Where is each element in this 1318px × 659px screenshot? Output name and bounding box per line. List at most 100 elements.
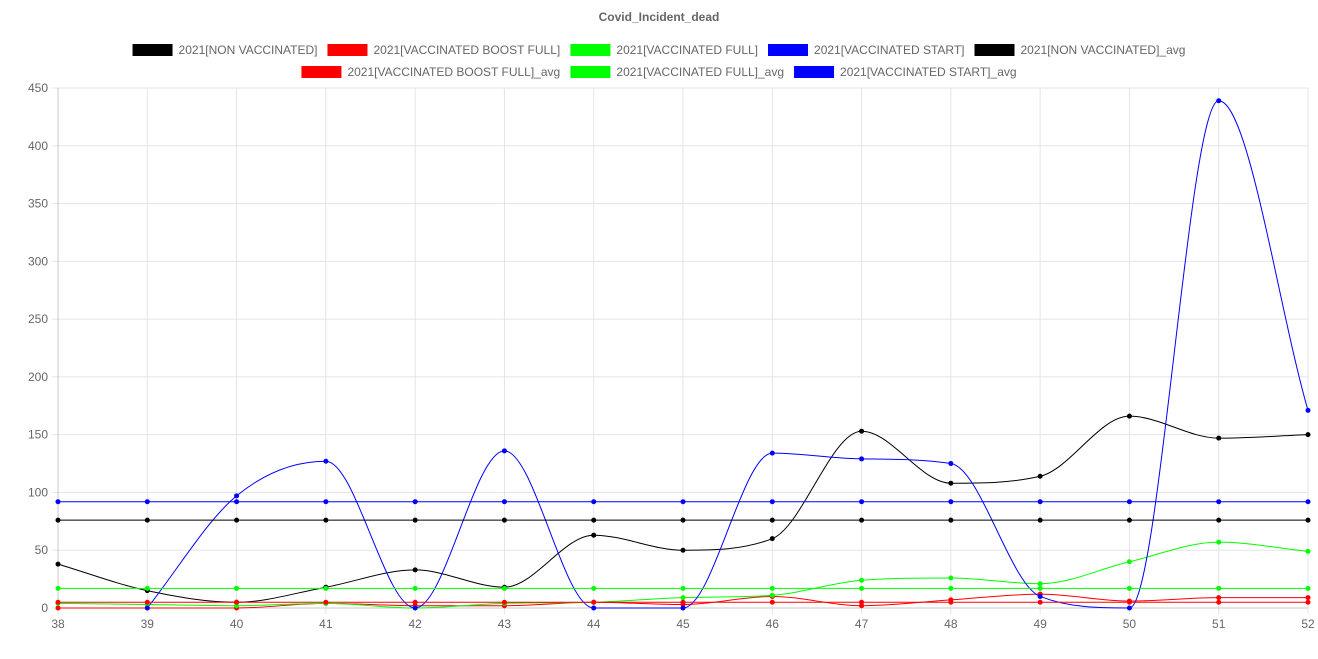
data-point [591,532,597,538]
data-point [234,499,240,505]
data-point [948,461,954,467]
grid [52,87,1309,614]
legend-item[interactable]: 2021[NON VACCINATED] [132,43,318,57]
legend: 2021[NON VACCINATED] 2021[VACCINATED BOOS… [132,43,1186,79]
data-point [948,480,954,486]
legend-swatch [570,44,611,56]
legend-swatch [327,44,368,56]
data-point [234,603,240,609]
data-point [680,595,686,601]
x-tick-label: 50 [1123,617,1137,631]
data-point [769,450,775,456]
data-point [323,585,329,591]
x-tick-label: 39 [141,617,155,631]
x-tick-label: 52 [1301,617,1315,631]
data-point [591,517,597,523]
data-point [1216,517,1222,523]
data-point [234,599,240,605]
legend-item[interactable]: 2021[VACCINATED START] [768,43,965,57]
data-point [1216,595,1222,601]
legend-item[interactable]: 2021[VACCINATED FULL] [570,43,758,57]
data-point [1126,605,1132,611]
y-tick-label: 50 [35,543,49,557]
data-point [501,599,507,605]
y-tick-label: 200 [28,370,48,384]
data-point [412,605,418,611]
data-point [1305,517,1311,523]
legend-swatch [301,66,342,78]
legend-swatch [132,44,173,56]
data-point [412,599,418,605]
legend-label: 2021[VACCINATED BOOST FULL] [373,43,560,57]
data-point [323,599,329,605]
x-tick-label: 43 [498,617,512,631]
data-point [859,585,865,591]
series-line-4 [146,100,1309,609]
series-points [55,98,1311,611]
data-point [412,499,418,505]
data-point [769,536,775,542]
legend-label: 2021[NON VACCINATED] [179,43,318,57]
x-tick-label: 42 [408,617,422,631]
y-tick-label: 450 [28,81,48,95]
data-point [501,448,507,454]
legend-label: 2021[VACCINATED START]_avg [840,65,1017,79]
data-point [680,599,686,605]
data-point [1126,585,1132,591]
data-point [948,585,954,591]
x-tick-label: 46 [766,617,780,631]
legend-item[interactable]: 2021[VACCINATED START]_avg [794,65,1017,79]
data-point [591,599,597,605]
data-point [1216,435,1222,441]
legend-item[interactable]: 2021[VACCINATED BOOST FULL]_avg [301,65,560,79]
legend-item[interactable]: 2021[VACCINATED FULL]_avg [570,65,784,79]
legend-item[interactable]: 2021[VACCINATED BOOST FULL] [327,43,560,57]
data-point [55,561,61,567]
x-tick-label: 48 [944,617,958,631]
data-point [948,517,954,523]
legend-swatch [570,66,611,78]
data-point [1305,595,1311,601]
data-point [859,499,865,505]
data-point [680,605,686,611]
y-tick-label: 300 [28,254,48,268]
data-point [1037,585,1043,591]
y-tick-label: 0 [41,601,48,615]
data-point [323,517,329,523]
data-point [680,517,686,523]
data-point [323,458,329,464]
x-tick-label: 38 [51,617,65,631]
data-point [591,585,597,591]
x-tick-label: 45 [676,617,690,631]
y-tick-label: 150 [28,428,48,442]
legend-item[interactable]: 2021[NON VACCINATED]_avg [974,43,1186,57]
data-point [144,605,150,611]
data-point [1216,499,1222,505]
data-point [55,517,61,523]
data-point [501,499,507,505]
data-point [1126,517,1132,523]
y-tick-label: 100 [28,485,48,499]
data-point [948,599,954,605]
data-point [680,499,686,505]
data-point [859,456,865,462]
data-point [55,585,61,591]
series-line-1 [57,415,1309,603]
data-point [1305,432,1311,438]
y-tick-label: 350 [28,197,48,211]
data-point [680,585,686,591]
data-point [591,605,597,611]
data-point [412,585,418,591]
legend-swatch [974,44,1015,56]
data-point [1126,559,1132,565]
data-point [1037,517,1043,523]
data-point [323,499,329,505]
data-point [234,585,240,591]
x-tick-label: 47 [855,617,869,631]
data-point [769,585,775,591]
data-point [1305,585,1311,591]
data-point [144,599,150,605]
data-point [55,499,61,505]
data-point [1037,581,1043,587]
